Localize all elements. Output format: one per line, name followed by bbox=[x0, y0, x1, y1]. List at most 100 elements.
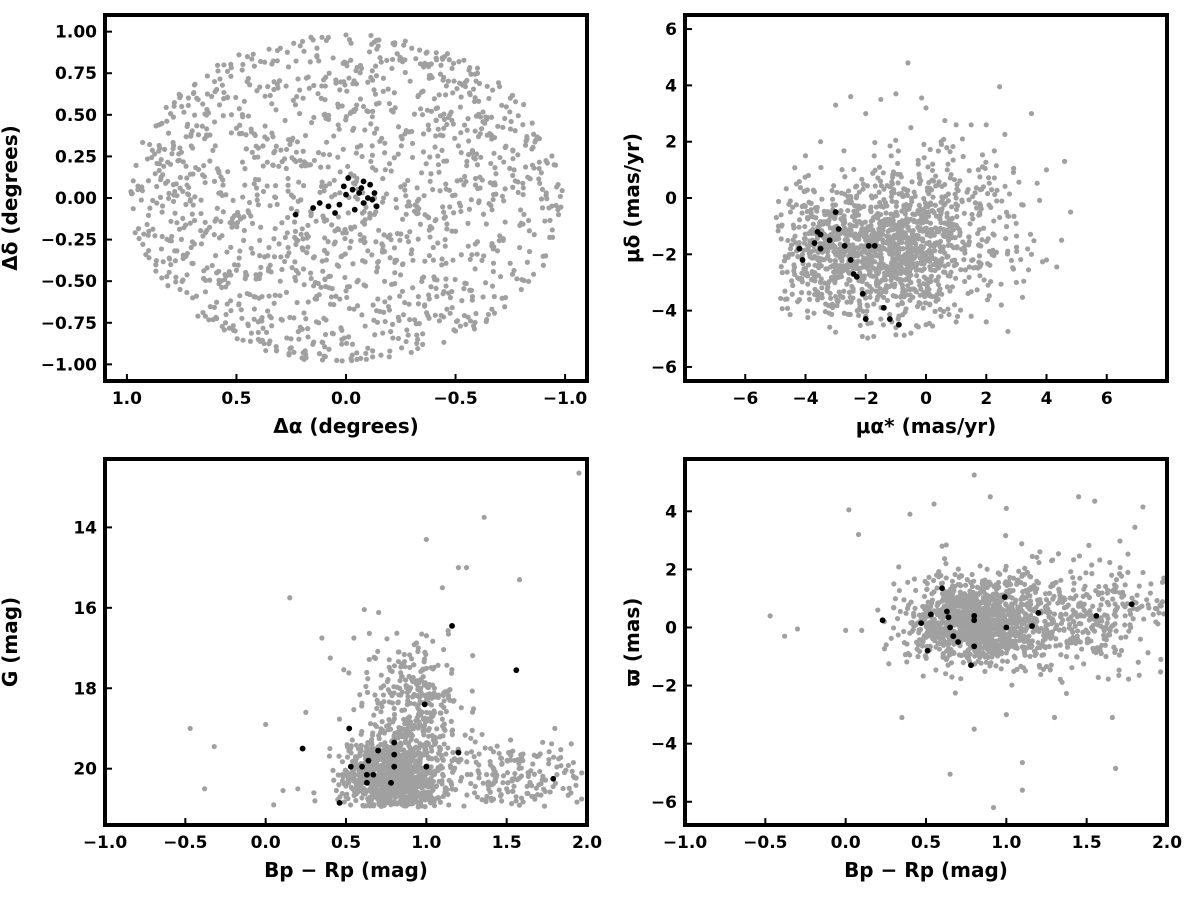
field-star-point bbox=[397, 759, 404, 766]
field-star-point bbox=[220, 177, 226, 183]
field-star-point bbox=[812, 286, 818, 292]
field-star-point bbox=[474, 239, 481, 245]
field-star-point bbox=[245, 75, 251, 82]
field-star-point bbox=[895, 160, 901, 167]
field-star-point bbox=[346, 284, 353, 290]
field-star-point bbox=[171, 100, 177, 106]
field-star-point bbox=[932, 202, 938, 208]
field-star-point bbox=[817, 240, 823, 247]
field-star-point bbox=[931, 232, 937, 238]
field-star-point bbox=[153, 268, 159, 274]
field-star-point bbox=[170, 198, 177, 204]
cluster-member-point bbox=[358, 185, 365, 191]
field-star-point bbox=[485, 311, 492, 318]
field-star-point bbox=[949, 215, 955, 221]
field-star-point bbox=[400, 768, 406, 774]
field-star-point bbox=[411, 691, 417, 698]
field-star-point bbox=[437, 746, 444, 752]
field-star-point bbox=[775, 228, 781, 234]
field-star-point bbox=[377, 55, 383, 61]
field-star-point bbox=[416, 196, 422, 202]
field-star-point bbox=[847, 294, 853, 300]
field-star-point bbox=[295, 329, 301, 335]
field-star-point bbox=[773, 214, 779, 221]
field-star-point bbox=[778, 264, 784, 270]
field-star-point bbox=[336, 126, 342, 132]
field-star-point bbox=[385, 303, 392, 310]
field-star-point bbox=[512, 99, 519, 105]
field-star-point bbox=[988, 204, 994, 211]
field-star-point bbox=[968, 289, 974, 295]
field-star-point bbox=[490, 796, 497, 802]
field-star-point bbox=[381, 248, 388, 255]
field-star-point bbox=[350, 127, 356, 133]
field-star-point bbox=[242, 182, 248, 188]
field-star-point bbox=[312, 296, 318, 302]
field-star-point bbox=[450, 257, 456, 263]
field-star-point bbox=[524, 783, 530, 790]
field-star-point bbox=[472, 95, 478, 101]
field-star-point bbox=[895, 246, 901, 252]
panel-sky-positions: 1.0 0.5 0.0 −0.5 −1.01.000.750.500.250.00−0.… bbox=[0, 13, 589, 438]
field-star-point bbox=[908, 252, 914, 259]
field-star-point bbox=[428, 714, 434, 720]
field-star-point bbox=[398, 56, 404, 62]
field-star-point bbox=[291, 219, 298, 225]
field-star-point bbox=[530, 761, 536, 767]
field-star-point bbox=[904, 261, 910, 267]
field-star-point bbox=[531, 771, 538, 777]
field-star-point bbox=[966, 197, 972, 203]
field-star-point bbox=[408, 251, 414, 257]
field-star-point bbox=[405, 721, 412, 727]
field-star-point bbox=[542, 218, 548, 224]
field-star-point bbox=[499, 102, 505, 108]
field-star-point bbox=[339, 341, 345, 347]
field-star-point bbox=[441, 741, 447, 747]
field-star-point bbox=[398, 797, 404, 803]
field-star-point bbox=[890, 169, 897, 175]
field-star-point bbox=[369, 68, 375, 74]
field-star-point bbox=[512, 770, 518, 777]
field-star-point bbox=[237, 122, 243, 128]
field-star-point bbox=[211, 78, 218, 85]
field-star-point bbox=[870, 170, 876, 176]
field-star-point bbox=[806, 243, 812, 249]
field-star-point bbox=[271, 802, 277, 808]
field-star-point bbox=[812, 262, 818, 268]
field-star-point bbox=[172, 210, 178, 216]
field-star-point bbox=[905, 225, 911, 231]
field-star-point bbox=[340, 146, 346, 152]
field-star-point bbox=[416, 205, 422, 212]
field-star-point bbox=[187, 198, 193, 204]
field-star-point bbox=[1055, 551, 1062, 557]
field-star-point bbox=[452, 135, 458, 141]
field-star-point bbox=[301, 282, 307, 288]
field-star-point bbox=[487, 762, 494, 768]
field-star-point bbox=[420, 331, 426, 337]
field-star-point bbox=[459, 82, 466, 88]
field-star-point bbox=[438, 312, 444, 319]
field-star-point bbox=[979, 237, 985, 243]
field-star-point bbox=[891, 250, 897, 256]
field-star-point bbox=[261, 340, 267, 347]
field-star-point bbox=[374, 705, 380, 712]
x-tick-label: 0.0 bbox=[251, 833, 281, 853]
y-tick-label: −2 bbox=[651, 245, 677, 265]
field-star-point bbox=[426, 292, 432, 298]
field-star-point bbox=[302, 132, 309, 139]
field-star-point bbox=[824, 255, 830, 261]
field-star-point bbox=[933, 183, 939, 189]
field-star-point bbox=[291, 315, 297, 321]
field-star-point bbox=[809, 255, 815, 261]
field-star-point bbox=[1054, 264, 1060, 270]
field-star-point bbox=[278, 147, 284, 153]
cluster-member-point bbox=[832, 209, 839, 215]
field-star-point bbox=[363, 356, 369, 362]
field-star-point bbox=[385, 234, 391, 240]
field-star-point bbox=[344, 754, 351, 760]
field-star-point bbox=[195, 313, 201, 319]
cluster-member-point bbox=[340, 183, 347, 190]
field-star-point bbox=[381, 699, 387, 705]
field-star-point bbox=[465, 116, 471, 122]
field-star-point bbox=[183, 163, 189, 169]
